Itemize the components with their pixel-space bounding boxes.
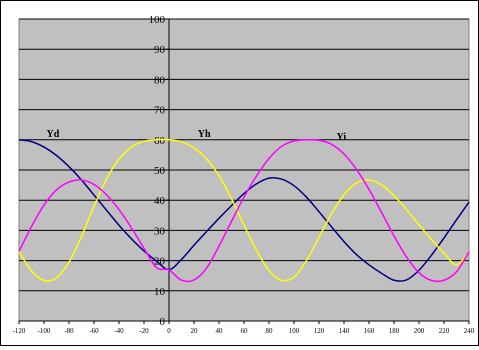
line-chart: 0 10 20 30 40 50 60 70 80 90 100 -120 -100 -80 -60 -40… [13, 14, 475, 335]
series-line-yd [18, 139, 470, 282]
x-tick-label--120: -120 [13, 327, 26, 335]
annotation-yi: Yi [337, 132, 347, 143]
x-tick-label-160: 160 [364, 327, 375, 335]
x-tick-label--80: -80 [64, 327, 74, 335]
x-tick-label-40: 40 [216, 327, 224, 335]
x-tick-label-180: 180 [389, 327, 400, 335]
x-tick-label-0: 0 [167, 327, 171, 335]
y-tick-label-10: 10 [154, 286, 166, 298]
x-tick-label-220: 220 [439, 327, 450, 335]
y-axis: 0 10 20 30 40 50 60 70 80 90 100 [149, 14, 169, 328]
y-tick-label-30: 30 [154, 225, 166, 237]
x-tick-label--60: -60 [89, 327, 99, 335]
y-tick-label-20: 20 [154, 256, 166, 268]
y-tick-label-100: 100 [149, 14, 166, 26]
series-line-yh [18, 138, 470, 282]
y-tick-label-50: 50 [154, 165, 166, 177]
y-tick-label-40: 40 [154, 195, 166, 207]
y-tick-label-90: 90 [154, 44, 166, 56]
series-lines [18, 138, 470, 283]
y-tick-label-60: 60 [154, 135, 166, 147]
series-annotations: Yd Yh Yi [47, 129, 347, 143]
x-tick-label-20: 20 [191, 327, 199, 335]
gridlines [19, 18, 469, 292]
series-line-yi [18, 138, 470, 283]
x-tick-label--20: -20 [139, 327, 149, 335]
y-tick-label-0: 0 [160, 316, 166, 328]
x-tick-label--100: -100 [38, 327, 51, 335]
x-tick-label-60: 60 [241, 327, 249, 335]
y-tick-label-70: 70 [154, 105, 166, 117]
annotation-yd: Yd [47, 129, 60, 140]
x-tick-label--40: -40 [114, 327, 124, 335]
x-tick-label-200: 200 [414, 327, 425, 335]
y-tick-label-80: 80 [154, 74, 166, 86]
x-tick-label-240: 240 [464, 327, 475, 335]
x-tick-label-80: 80 [266, 327, 274, 335]
x-tick-label-100: 100 [289, 327, 300, 335]
x-axis: -120 -100 -80 -60 -40 -20 0 20 40 60 80 100 120 140 16… [13, 321, 475, 335]
annotation-yh: Yh [198, 129, 211, 140]
x-tick-label-140: 140 [339, 327, 350, 335]
x-tick-label-120: 120 [314, 327, 325, 335]
